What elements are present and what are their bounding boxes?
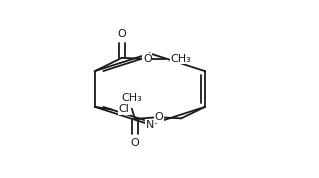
- Text: CH₃: CH₃: [170, 54, 191, 64]
- Text: N: N: [146, 120, 154, 130]
- Text: O: O: [130, 138, 139, 148]
- Text: O: O: [143, 54, 152, 64]
- Text: O: O: [154, 112, 163, 122]
- Text: O: O: [117, 29, 126, 39]
- Text: Cl: Cl: [119, 104, 130, 114]
- Text: CH₃: CH₃: [122, 93, 142, 103]
